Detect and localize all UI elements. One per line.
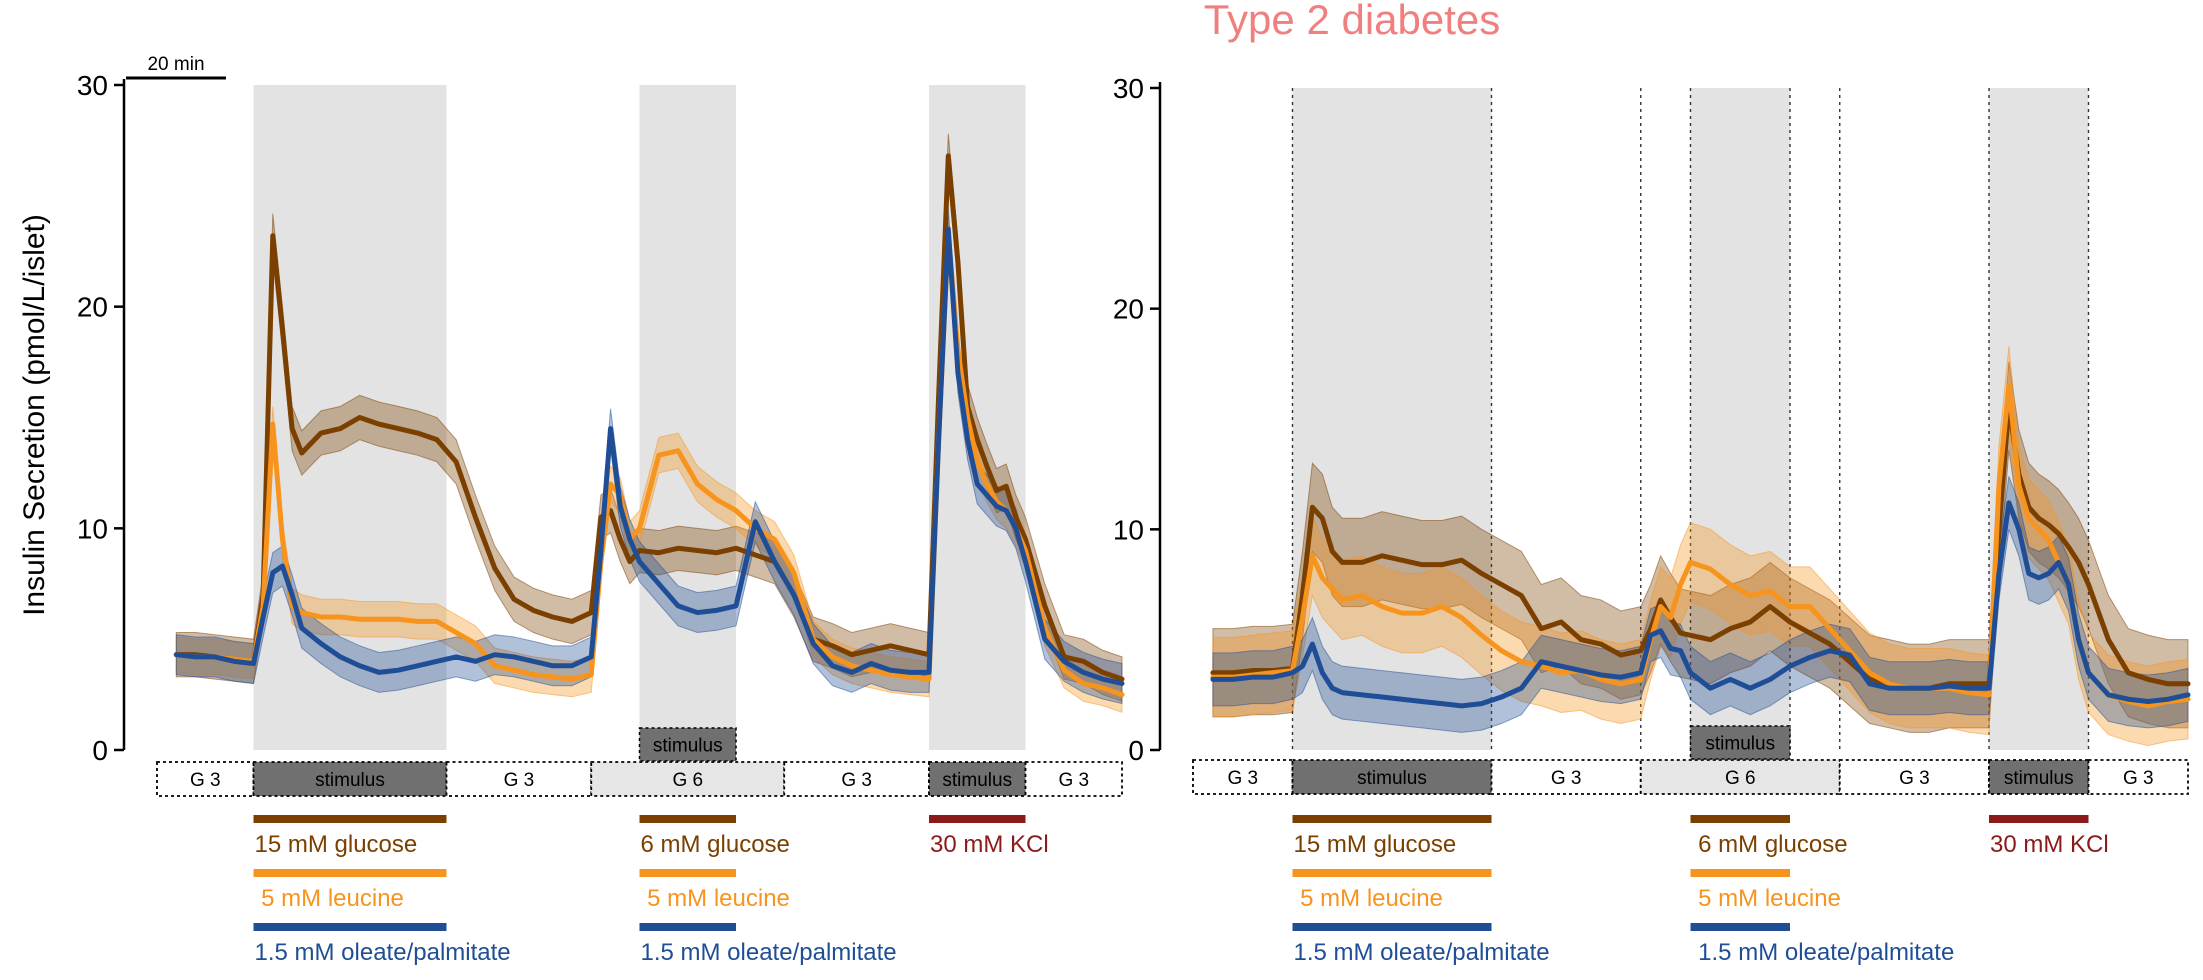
sem-band-oleate: [175, 209, 1123, 705]
legend-bar-1-1: [1690, 869, 1790, 877]
protocol-segment-3: [1639, 759, 1841, 795]
y-tick-label-10: 10: [77, 513, 108, 544]
protocol-segment-4: [1838, 759, 1990, 795]
left-panel: 0 10 20 30 stimulus G 3 stimulus G 3 G 6 G 3 stimu…: [77, 70, 1125, 966]
legend-bar-2-0: [1989, 815, 2089, 823]
protocol-label-5: stimulus: [2004, 768, 2074, 789]
legend-bar-1-0: [639, 815, 736, 823]
series-line-leucine: [173, 231, 1125, 698]
protocol-label-0: G 3: [190, 770, 221, 791]
protocol-segment-1: [1291, 759, 1493, 795]
stimulus-shade-1: [639, 85, 736, 750]
legend-label-0-1: 5 mM leucine: [1294, 885, 1443, 912]
y-tick-label-0: 0: [1128, 735, 1144, 766]
y-axis-label: Insulin Secretion (pmol/L/islet): [18, 214, 51, 616]
legend-label-2-0: 30 mM KCl: [1990, 831, 2109, 858]
legend-label-1-1: 5 mM leucine: [1692, 885, 1841, 912]
y-tick-label-30: 30: [77, 70, 108, 101]
protocol-label-4: G 3: [841, 770, 872, 791]
protocol-label-3: G 6: [672, 770, 703, 791]
y-tick-label-10: 10: [1113, 514, 1144, 545]
protocol-label-3: G 6: [1725, 768, 1756, 789]
legend-bar-0-1: [1292, 869, 1492, 877]
protocol-label-4: G 3: [1899, 768, 1930, 789]
protocol-label-0: G 3: [1227, 768, 1258, 789]
legend-bar-0-0: [253, 815, 447, 823]
protocol-label-6: G 3: [1058, 770, 1089, 791]
scale-bar-label: 20 min: [147, 54, 204, 75]
y-tick-label-20: 20: [1113, 294, 1144, 325]
y-tick-label-0: 0: [92, 735, 108, 766]
y-tick-label-30: 30: [1113, 73, 1144, 104]
floating-stimulus-box: [1689, 725, 1791, 760]
legend-label-1-0: 6 mM glucose: [641, 831, 790, 858]
right-panel: 0 10 20 30 stimulus G 3 stimulus G 3 G 6 G 3 stimu…: [1113, 73, 2191, 966]
protocol-segment-6: [2087, 759, 2189, 795]
sem-band-oleate: [1212, 476, 2189, 733]
protocol-label-5: stimulus: [942, 770, 1012, 791]
stimulus-shade-0: [1292, 88, 1492, 750]
series-line-glucose: [173, 153, 1125, 682]
floating-stimulus-label: stimulus: [653, 736, 723, 757]
legend-bar-0-2: [253, 923, 447, 931]
legend-bar-1-2: [639, 923, 736, 931]
legend-label-0-0: 15 mM glucose: [255, 831, 418, 858]
legend-bar-1-2: [1690, 923, 1790, 931]
protocol-segment-6: [1024, 761, 1123, 797]
protocol-label-2: G 3: [1551, 768, 1582, 789]
legend-label-0-2: 1.5 mM oleate/palmitate: [255, 939, 511, 966]
legend-bar-0-1: [253, 869, 447, 877]
sem-band-leucine: [1212, 346, 2189, 747]
protocol-segment-2: [445, 761, 593, 797]
protocol-segment-0: [156, 761, 255, 797]
legend-label-1-2: 1.5 mM oleate/palmitate: [1692, 939, 1955, 966]
protocol-segment-5: [928, 761, 1027, 797]
series-line-leucine: [1210, 383, 2191, 709]
protocol-segment-4: [783, 761, 930, 797]
legend-label-0-2: 1.5 mM oleate/palmitate: [1294, 939, 1550, 966]
protocol-label-2: G 3: [504, 770, 535, 791]
legend-label-0-1: 5 mM leucine: [255, 885, 404, 912]
legend-bar-0-0: [1292, 815, 1492, 823]
protocol-segment-2: [1490, 759, 1642, 795]
series-line-oleate: [1210, 500, 2191, 709]
legend-label-1-1: 5 mM leucine: [641, 885, 790, 912]
series-line-glucose: [1210, 403, 2191, 691]
protocol-label-6: G 3: [2123, 768, 2154, 789]
sem-band-leucine: [175, 215, 1123, 714]
right-panel-title: Type 2 diabetes: [1204, 0, 1501, 43]
series-line-oleate: [173, 226, 1125, 686]
floating-stimulus-box: [638, 727, 737, 762]
legend-label-2-0: 30 mM KCl: [930, 831, 1049, 858]
y-tick-label-20: 20: [77, 292, 108, 323]
legend-label-1-2: 1.5 mM oleate/palmitate: [641, 939, 897, 966]
protocol-label-1: stimulus: [315, 770, 385, 791]
legend-label-0-0: 15 mM glucose: [1294, 831, 1457, 858]
floating-stimulus-label: stimulus: [1705, 734, 1775, 755]
legend-bar-1-1: [639, 869, 736, 877]
protocol-label-1: stimulus: [1357, 768, 1427, 789]
legend-bar-1-0: [1690, 815, 1790, 823]
legend-label-1-0: 6 mM glucose: [1692, 831, 1848, 858]
scale-bar: 20 min: [126, 54, 226, 80]
protocol-segment-1: [252, 761, 448, 797]
legend-bar-2-0: [929, 815, 1026, 823]
legend-bar-0-2: [1292, 923, 1492, 931]
